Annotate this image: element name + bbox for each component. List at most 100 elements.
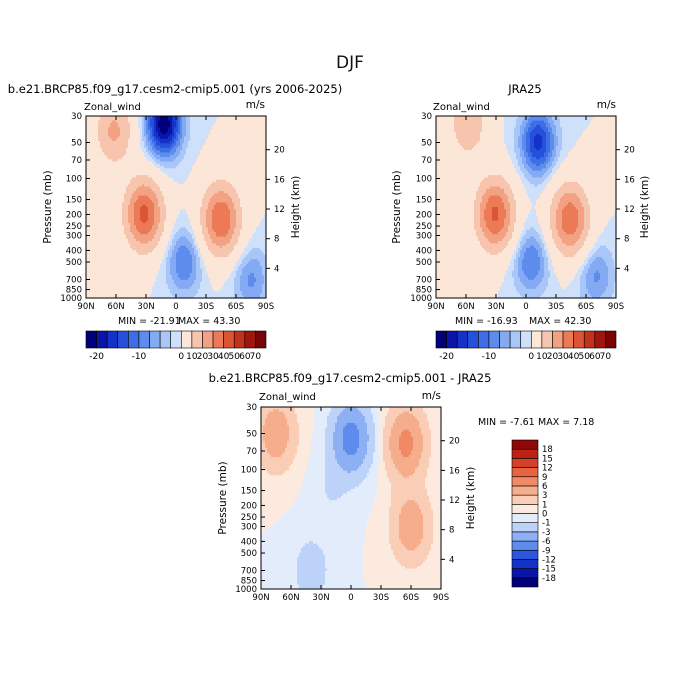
- field-cell: [180, 120, 183, 124]
- field-cell: [246, 141, 249, 144]
- field-cell: [204, 127, 207, 131]
- field-cell: [232, 136, 235, 140]
- field-cell: [164, 127, 167, 131]
- field-cell: [168, 125, 171, 128]
- field-cell: [164, 122, 167, 126]
- field-cell: [254, 120, 257, 124]
- field-cell: [250, 131, 253, 135]
- field-cell: [104, 147, 107, 151]
- field-cell: [212, 122, 215, 126]
- field-cell: [204, 134, 207, 138]
- field-cell: [124, 150, 127, 154]
- field-cell: [118, 116, 121, 119]
- field-cell: [170, 129, 173, 133]
- field-cell: [234, 116, 237, 119]
- field-cell: [202, 129, 205, 133]
- field-cell: [138, 143, 141, 147]
- field-cell: [126, 143, 129, 147]
- field-cell: [228, 134, 231, 138]
- field-cell: [224, 138, 227, 142]
- field-cell: [250, 136, 253, 140]
- field-cell: [120, 118, 123, 122]
- field-cell: [100, 138, 103, 142]
- field-cell: [200, 122, 203, 126]
- field-cell: [170, 147, 173, 151]
- field-cell: [240, 125, 243, 128]
- field-cell: [232, 150, 235, 154]
- field-cell: [168, 127, 171, 131]
- field-cell: [232, 152, 235, 156]
- field-cell: [114, 125, 117, 128]
- field-cell: [164, 118, 167, 122]
- field-cell: [196, 147, 199, 151]
- field-cell: [210, 131, 213, 135]
- field-cell: [182, 150, 185, 154]
- field-cell: [180, 150, 183, 154]
- field-cell: [160, 134, 163, 138]
- field-cell: [138, 116, 141, 119]
- field-cell: [154, 116, 157, 119]
- field-cell: [132, 129, 135, 133]
- field-cell: [92, 118, 95, 122]
- field-cell: [226, 141, 229, 144]
- field-cell: [140, 152, 143, 156]
- field-cell: [230, 145, 233, 149]
- field-cell: [242, 136, 245, 140]
- field-cell: [146, 122, 149, 126]
- field-cell: [174, 143, 177, 147]
- field-cell: [166, 118, 169, 122]
- field-cell: [178, 150, 181, 154]
- field-cell: [98, 138, 101, 142]
- field-cell: [244, 127, 247, 131]
- field-cell: [90, 127, 93, 131]
- field-cell: [198, 138, 201, 142]
- field-cell: [220, 143, 223, 147]
- field-cell: [156, 125, 159, 128]
- field-cell: [212, 138, 215, 142]
- field-cell: [228, 145, 231, 149]
- field-cell: [198, 143, 201, 147]
- field-cell: [92, 120, 95, 124]
- field-cell: [186, 122, 189, 126]
- field-cell: [264, 141, 267, 144]
- field-cell: [144, 134, 147, 138]
- field-cell: [130, 125, 133, 128]
- field-cell: [156, 141, 159, 144]
- field-cell: [172, 118, 175, 122]
- field-cell: [150, 136, 153, 140]
- field-cell: [86, 152, 89, 156]
- field-cell: [158, 150, 161, 154]
- field-cell: [160, 120, 163, 124]
- field-cell: [250, 127, 253, 131]
- field-cell: [106, 127, 109, 131]
- field-cell: [120, 141, 123, 144]
- field-cell: [110, 118, 113, 122]
- field-cell: [140, 129, 143, 133]
- field-cell: [262, 141, 265, 144]
- field-cell: [100, 150, 103, 154]
- field-cell: [182, 136, 185, 140]
- field-cell: [192, 116, 195, 119]
- field-cell: [186, 145, 189, 149]
- field-cell: [144, 118, 147, 122]
- field-cell: [142, 141, 145, 144]
- field-cell: [262, 143, 265, 147]
- field-cell: [138, 138, 141, 142]
- field-cell: [114, 122, 117, 126]
- field-cell: [208, 152, 211, 156]
- field-cell: [158, 120, 161, 124]
- field-cell: [258, 150, 261, 154]
- field-cell: [222, 145, 225, 149]
- field-cell: [94, 134, 97, 138]
- field-cell: [262, 120, 265, 124]
- field-cell: [92, 136, 95, 140]
- field-cell: [242, 118, 245, 122]
- field-cell: [194, 141, 197, 144]
- field-cell: [134, 118, 137, 122]
- field-cell: [198, 136, 201, 140]
- field-cell: [128, 120, 131, 124]
- field-cell: [196, 138, 199, 142]
- field-cell: [216, 120, 219, 124]
- field-cell: [152, 152, 155, 156]
- field-cell: [142, 120, 145, 124]
